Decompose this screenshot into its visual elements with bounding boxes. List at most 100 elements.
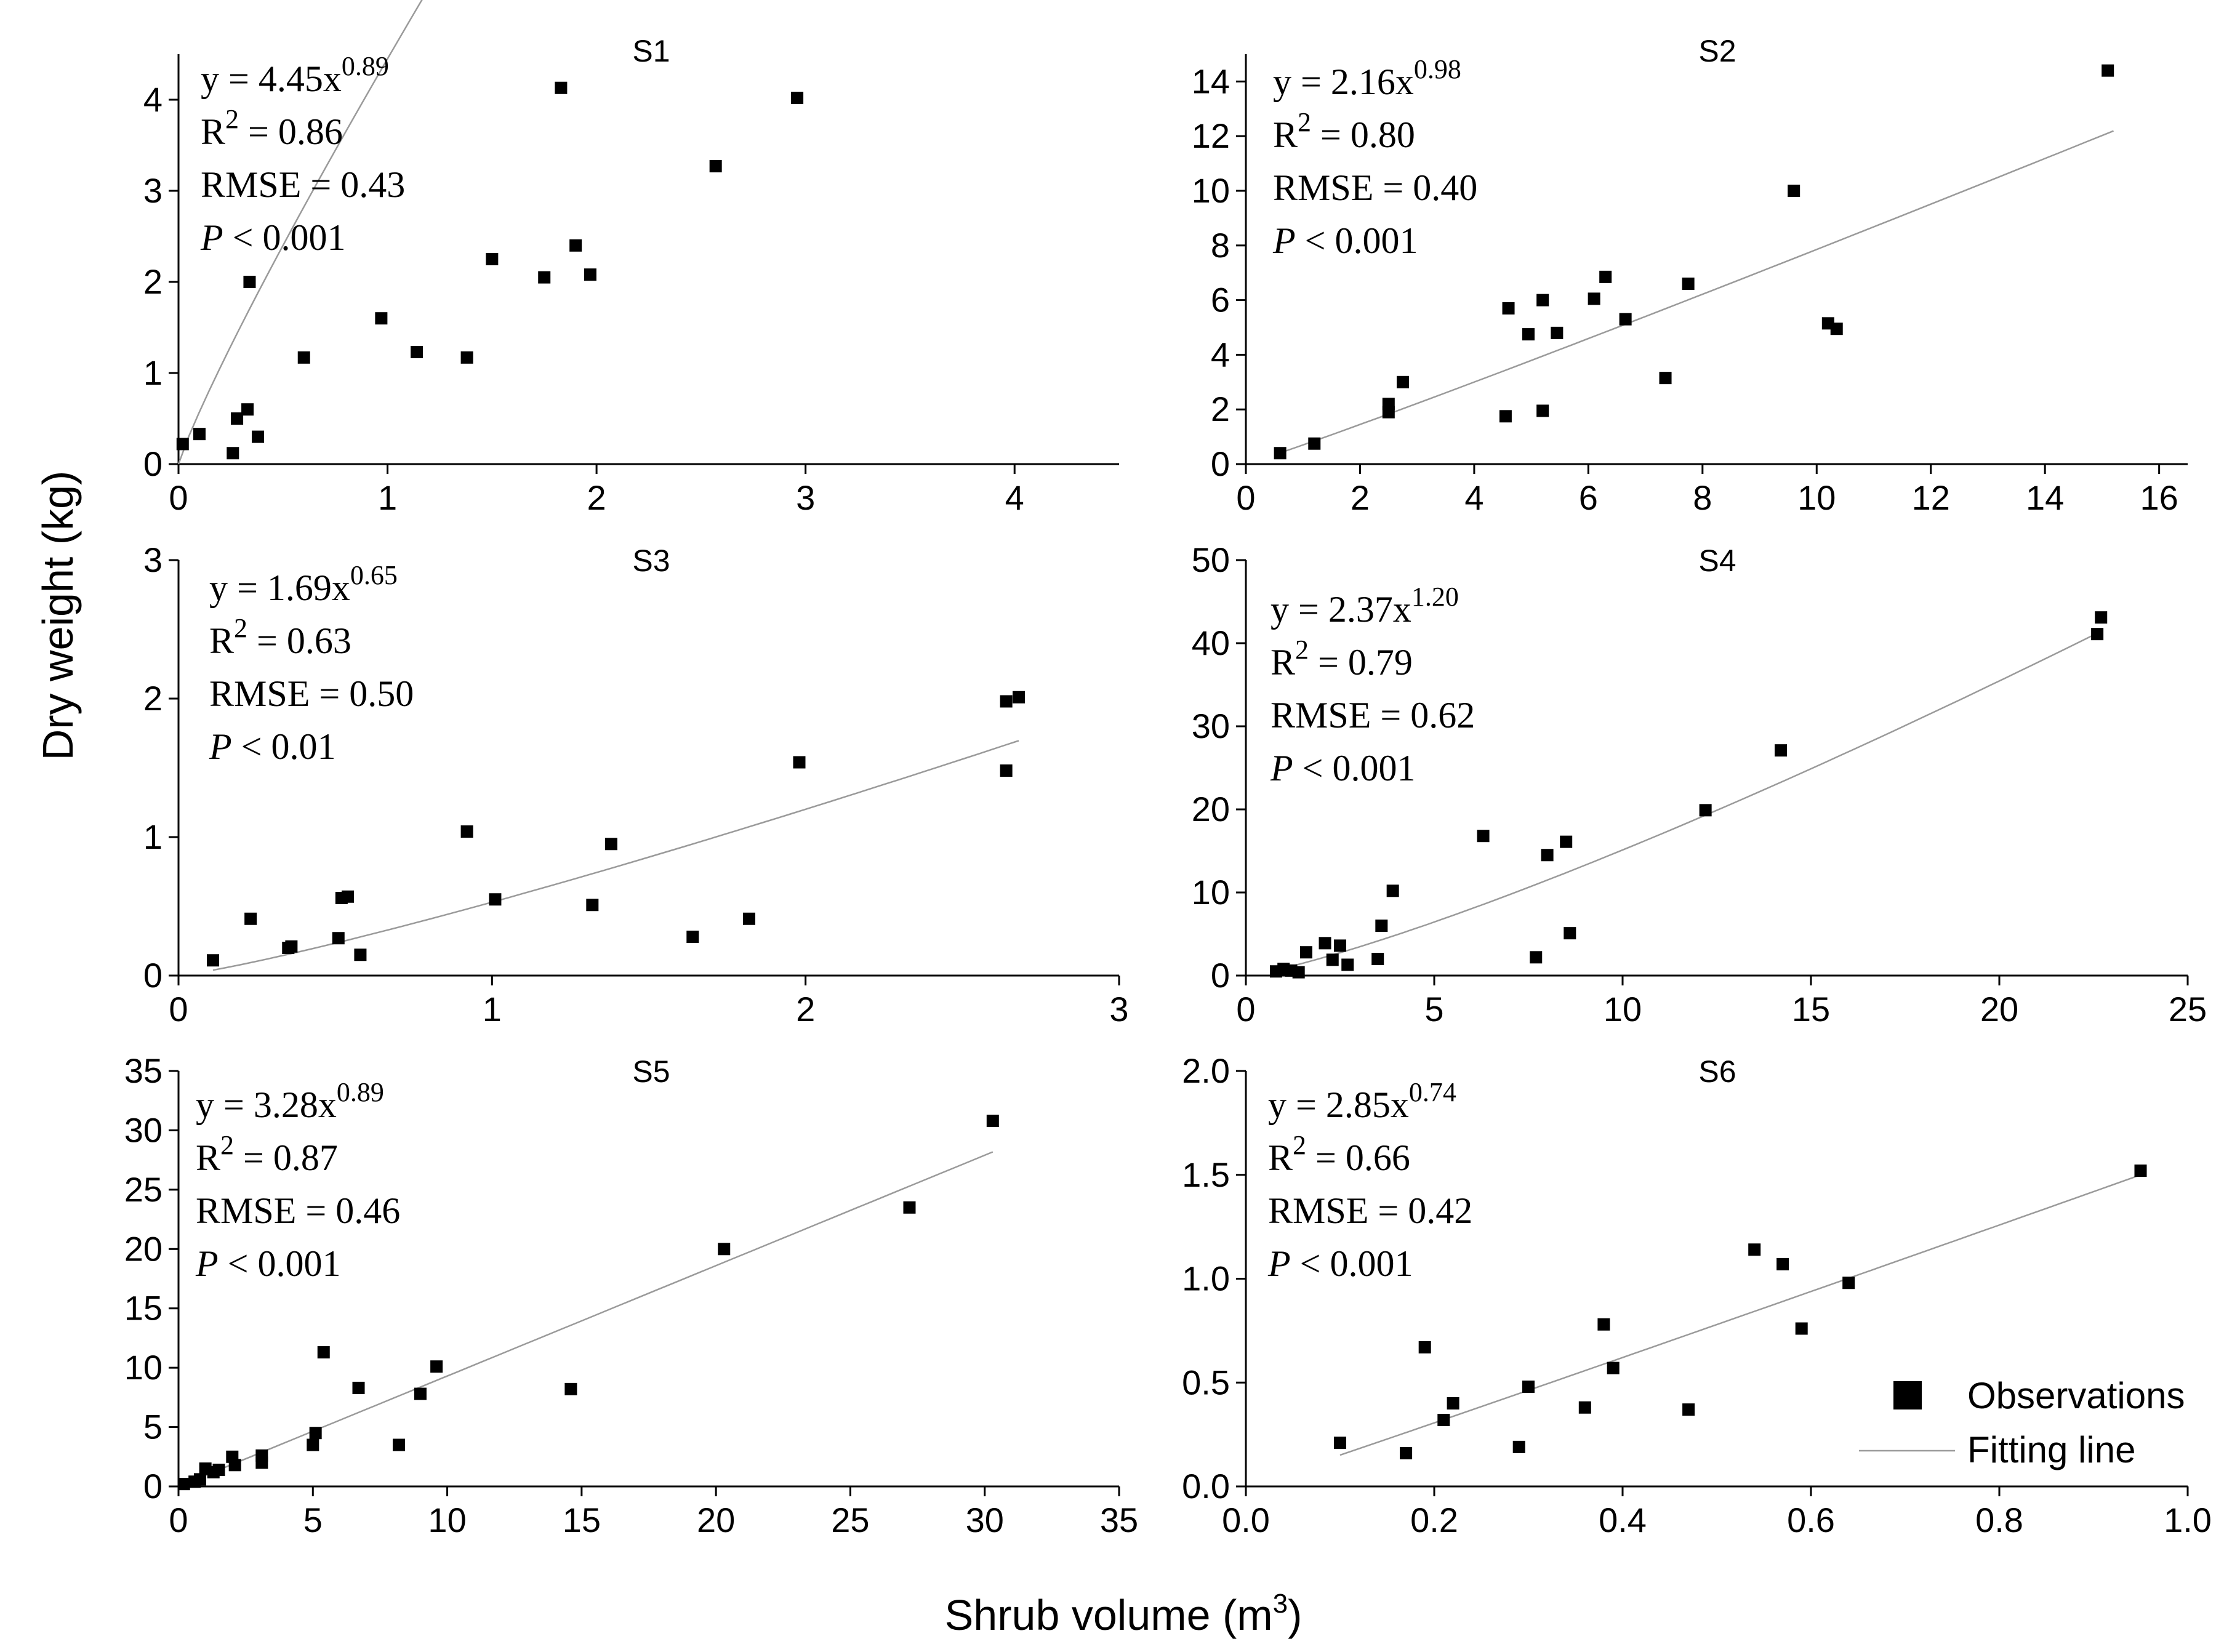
- panel-s1-observation-point: [709, 160, 722, 173]
- panel-s1-title: S1: [632, 34, 670, 68]
- panel-s2-y-tick-label: 2: [1211, 390, 1230, 428]
- panel-s1-observation-point: [791, 92, 804, 105]
- panel-s4-title: S4: [1698, 543, 1736, 578]
- panel-s5-y-tick-label: 30: [124, 1110, 163, 1149]
- legend-observation-label: Observations: [1967, 1375, 2185, 1416]
- panel-s3-observation-point: [604, 838, 617, 851]
- panel-s2-r-value: = 0.80: [1311, 114, 1415, 155]
- panel-s1-y-tick-label: 2: [143, 262, 163, 301]
- panel-s5-y-tick-label: 0: [143, 1467, 163, 1506]
- panel-s1-equation-base: y = 4.45x: [201, 58, 342, 99]
- panel-s6-r-value: = 0.66: [1306, 1137, 1410, 1178]
- panel-s4-p-label: P: [1270, 748, 1293, 788]
- panel-s5-observation-point: [193, 1473, 206, 1486]
- panel-s5-p-value: P < 0.001: [195, 1243, 341, 1284]
- panel-s4-observation-point: [1477, 830, 1490, 843]
- panel-s3-r-value: = 0.63: [247, 620, 351, 661]
- panel-s6-observation-point: [2134, 1165, 2147, 1177]
- panel-s5-r-exponent: 2: [220, 1130, 234, 1160]
- panel-s6-observation-point: [1842, 1277, 1855, 1289]
- panel-s4-rmse: RMSE = 0.62: [1271, 695, 1475, 736]
- panel-s5-equation-exponent: 0.89: [337, 1077, 384, 1107]
- panel-s6-r-squared: R2 = 0.66: [1268, 1130, 1410, 1178]
- panel-s2-observation-point: [1274, 447, 1287, 460]
- panel-s4-y-tick-label: 20: [1192, 790, 1230, 828]
- panel-s3-equation: y = 1.69x0.65: [209, 560, 398, 608]
- panel-s1-observation-point: [252, 430, 265, 443]
- panel-s3-observation-point: [244, 912, 257, 925]
- panel-s4-observation-point: [1319, 937, 1331, 950]
- panel-s1-r-squared: R2 = 0.86: [201, 104, 343, 152]
- panel-s1-observation-point: [538, 271, 551, 284]
- panel-s6-observation-point: [1522, 1381, 1535, 1393]
- panel-s5-observation-point: [392, 1438, 405, 1451]
- panel-s6-r-label: R: [1268, 1137, 1293, 1178]
- panel-s3-equation-exponent: 0.65: [350, 560, 398, 590]
- panel-s2-fitting-line: [1280, 130, 2114, 454]
- panel-s2-equation-base: y = 2.16x: [1273, 62, 1414, 102]
- panel-s1-observation-point: [584, 268, 596, 281]
- panel-s6-x-tick-label: 0.4: [1599, 1501, 1647, 1539]
- panel-s4-y-tick-label: 10: [1192, 873, 1230, 912]
- panel-s6-observation-point: [1437, 1414, 1450, 1426]
- panel-s6-observation-point: [1795, 1322, 1808, 1335]
- panel-s1-observation-point: [176, 438, 189, 451]
- panel-s5: 0 5 10 15 20 25 30 35 0 5 10 15 20 25 30 35 S5 y = 3.28x0…: [124, 1051, 1138, 1539]
- panel-s2-title: S2: [1698, 34, 1736, 68]
- panel-s5-observation-point: [564, 1382, 577, 1395]
- panel-s2-observation-point: [1499, 410, 1512, 423]
- panel-s2-observation-point: [1536, 294, 1549, 307]
- panel-s6-equation-base: y = 2.85x: [1268, 1085, 1409, 1125]
- panel-s6-observation-point: [1776, 1257, 1789, 1270]
- panel-s6-p-number: < 0.001: [1291, 1243, 1413, 1284]
- panel-s3-equation-base: y = 1.69x: [209, 567, 350, 608]
- panel-s3-observation-point: [207, 954, 220, 967]
- panel-s5-x-tick-label: 0: [169, 1501, 188, 1539]
- panel-s2-observation-point: [1619, 313, 1632, 326]
- panel-s2-r-label: R: [1273, 114, 1298, 155]
- panel-s5-y-tick-label: 10: [124, 1348, 163, 1387]
- panel-s2-rmse: RMSE = 0.40: [1273, 167, 1477, 208]
- panel-s3-observation-point: [460, 825, 473, 838]
- panel-s3-r-exponent: 2: [234, 613, 247, 643]
- panel-s5-x-tick-label: 35: [1100, 1501, 1138, 1539]
- panel-s1-y-tick-label: 1: [143, 353, 163, 392]
- panel-s4-y-tick-label: 30: [1192, 707, 1230, 745]
- panel-s1-r-value: = 0.86: [239, 111, 343, 152]
- panel-s2-p-label: P: [1272, 220, 1296, 261]
- panel-s3-observation-point: [1013, 691, 1026, 704]
- panel-s6-x-tick-label: 1.0: [2164, 1501, 2212, 1539]
- panel-s1-equation-exponent: 0.89: [342, 51, 389, 81]
- panel-s6-equation: y = 2.85x0.74: [1268, 1077, 1456, 1125]
- panel-s3-observation-point: [332, 932, 345, 945]
- panel-s5-observation-point: [903, 1201, 916, 1214]
- panel-s6-observation-point: [1597, 1318, 1610, 1331]
- panel-s1-observation-point: [241, 403, 254, 416]
- panel-s4-observation-point: [1775, 744, 1788, 757]
- panel-s1-p-number: < 0.001: [223, 217, 346, 258]
- panel-s5-title: S5: [632, 1054, 670, 1089]
- panel-s4-observation-point: [1292, 966, 1305, 979]
- panel-s5-y-tick-label: 35: [124, 1051, 163, 1090]
- panel-s4-observation-point: [1530, 951, 1543, 964]
- panel-s5-observation-point: [718, 1243, 731, 1256]
- panel-s1-x-tick-label: 4: [1005, 478, 1024, 517]
- panel-s6-observation-point: [1512, 1440, 1525, 1453]
- panel-s3-fitting-line: [212, 740, 1019, 971]
- panel-s2-x-tick-label: 12: [1912, 478, 1950, 517]
- panel-s6: 0.0 0.2 0.4 0.6 0.8 1.0 0.0 0.5 1.0 1.5 2.0 S6 y = 2…: [1182, 1051, 2212, 1539]
- panel-s2-equation-exponent: 0.98: [1414, 54, 1461, 84]
- panel-s6-x-tick-label: 0.8: [1975, 1501, 2023, 1539]
- panel-s1-equation: y = 4.45x0.89: [201, 51, 389, 99]
- panel-s1-observation-point: [297, 351, 310, 364]
- panel-s4-observation-point: [1326, 953, 1339, 966]
- panel-s2-observation-point: [1659, 372, 1672, 385]
- panel-s2-observation-point: [1682, 277, 1695, 290]
- panel-s1-observation-point: [486, 253, 499, 265]
- panel-s5-equation: y = 3.28x0.89: [196, 1077, 384, 1125]
- panel-s4-p-value: P < 0.001: [1270, 748, 1416, 788]
- panel-s4-y-tick-label: 50: [1192, 540, 1230, 579]
